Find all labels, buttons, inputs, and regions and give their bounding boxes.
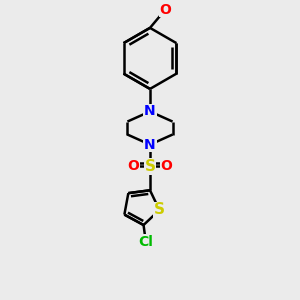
Text: N: N (144, 104, 156, 118)
Text: O: O (159, 3, 171, 16)
Text: O: O (128, 159, 140, 173)
Text: O: O (160, 159, 172, 173)
Text: N: N (144, 138, 156, 152)
Text: S: S (154, 202, 165, 217)
Text: S: S (145, 159, 155, 174)
Text: Cl: Cl (138, 235, 153, 249)
